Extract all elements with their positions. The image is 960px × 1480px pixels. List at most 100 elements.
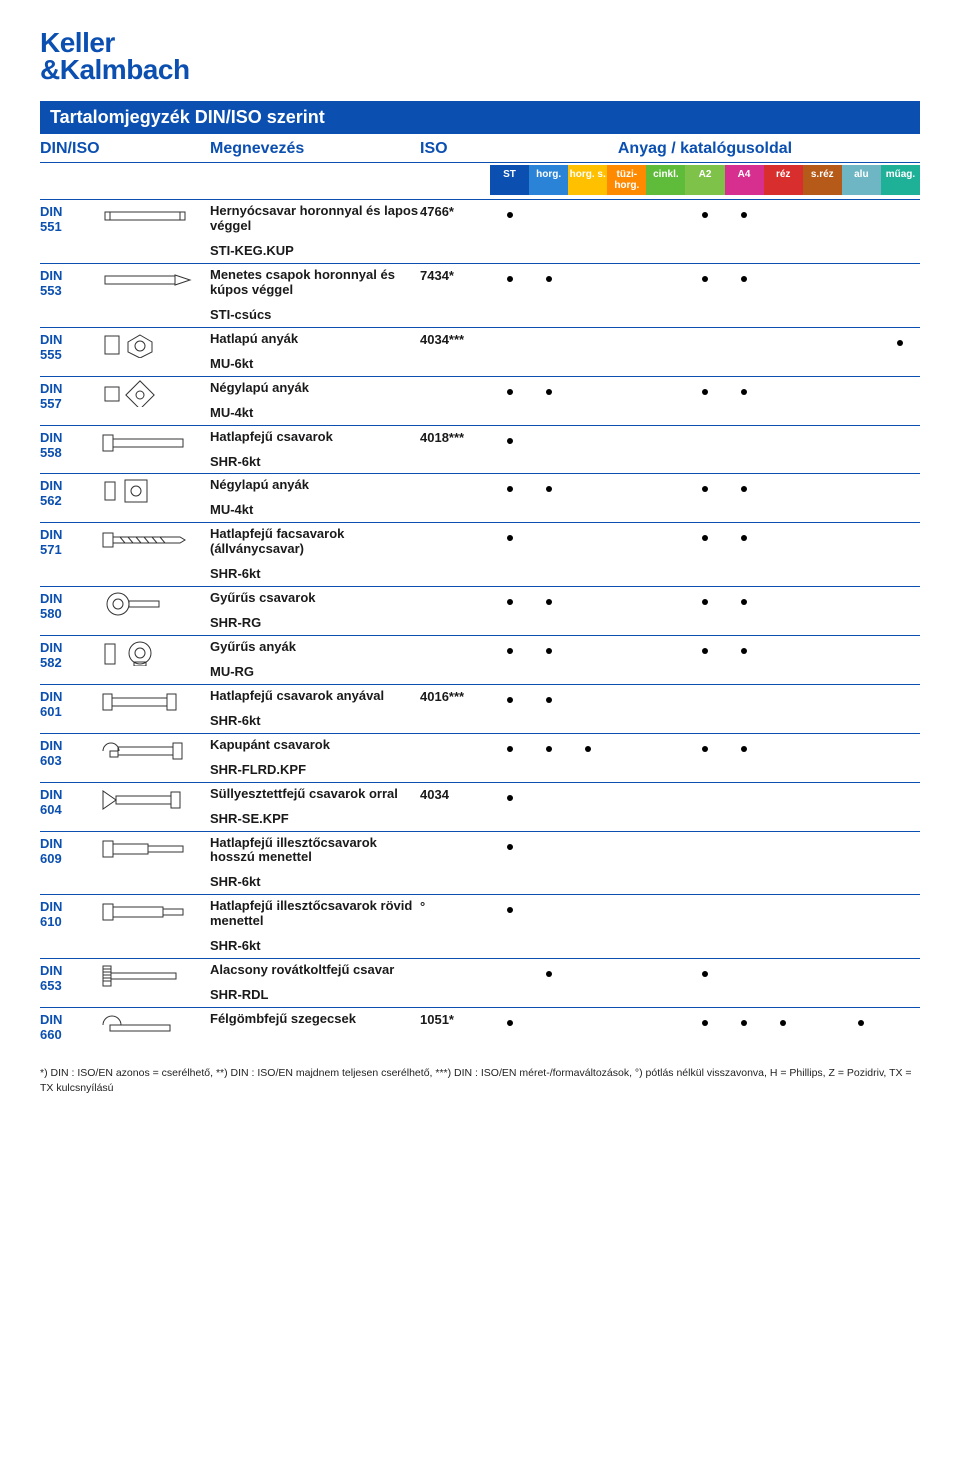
din-code: DIN660 bbox=[40, 1008, 100, 1047]
part-icon bbox=[100, 425, 210, 474]
material-dots bbox=[490, 638, 920, 654]
part-icon bbox=[100, 1008, 210, 1047]
header-iso: ISO bbox=[420, 140, 490, 158]
part-code: SHR-FLRD.KPF bbox=[210, 763, 420, 778]
part-code: SHR-6kt bbox=[210, 939, 420, 954]
table-row: DIN553Menetes csapok horonnyal és kúpos … bbox=[40, 264, 920, 328]
material-dot bbox=[702, 1020, 708, 1026]
part-icon bbox=[100, 327, 210, 376]
material-dot bbox=[702, 648, 708, 654]
part-name: Kapupánt csavarokSHR-FLRD.KPF bbox=[210, 733, 420, 782]
material-dots bbox=[490, 1010, 920, 1026]
material-dot bbox=[507, 795, 513, 801]
material-label: s.réz bbox=[803, 165, 842, 195]
material-label: alu bbox=[842, 165, 881, 195]
table-row: DIN571Hatlapfejű facsavarok (állványcsav… bbox=[40, 523, 920, 587]
logo-line1: Keller bbox=[40, 30, 920, 57]
part-icon bbox=[100, 376, 210, 425]
din-code: DIN562 bbox=[40, 474, 100, 523]
iso-code: 4034 bbox=[420, 782, 490, 831]
din-code: DIN603 bbox=[40, 733, 100, 782]
material-dot bbox=[507, 907, 513, 913]
part-name: Hatlapfejű csavarok anyávalSHR-6kt bbox=[210, 684, 420, 733]
table-row: DIN653 Alacsony rovátkoltfejű csavarSHR-R… bbox=[40, 959, 920, 1008]
material-dots bbox=[490, 687, 920, 703]
material-dots bbox=[490, 897, 920, 913]
part-icon bbox=[100, 959, 210, 1008]
part-name: Gyűrűs anyákMU-RG bbox=[210, 636, 420, 685]
part-icon bbox=[100, 264, 210, 328]
part-code: SHR-6kt bbox=[210, 567, 420, 582]
material-dot bbox=[507, 535, 513, 541]
table-row: DIN610Hatlapfejű illesztőcsavarok rövid … bbox=[40, 895, 920, 959]
material-dots bbox=[490, 736, 920, 752]
material-dot bbox=[546, 276, 552, 282]
iso-code: ° bbox=[420, 895, 490, 959]
part-code: MU-6kt bbox=[210, 357, 420, 372]
din-code: DIN557 bbox=[40, 376, 100, 425]
material-dot bbox=[702, 746, 708, 752]
part-icon bbox=[100, 474, 210, 523]
material-dot bbox=[546, 599, 552, 605]
part-name: Hatlapfejű illesztőcsavarok hosszú menet… bbox=[210, 831, 420, 895]
footnote: *) DIN : ISO/EN azonos = cserélhető, **)… bbox=[40, 1066, 920, 1095]
material-dot bbox=[507, 697, 513, 703]
material-dot bbox=[507, 486, 513, 492]
material-dot bbox=[507, 389, 513, 395]
iso-code: 4034*** bbox=[420, 327, 490, 376]
part-code: STI-csúcs bbox=[210, 308, 420, 323]
column-headers: DIN/ISO Megnevezés ISO Anyag / katalógus… bbox=[40, 140, 920, 162]
din-code: DIN601 bbox=[40, 684, 100, 733]
part-code: SHR-6kt bbox=[210, 714, 420, 729]
iso-code bbox=[420, 474, 490, 523]
company-logo: Keller &Kalmbach bbox=[40, 30, 920, 83]
material-label: tüzi-horg. bbox=[607, 165, 646, 195]
din-code: DIN571 bbox=[40, 523, 100, 587]
din-code: DIN558 bbox=[40, 425, 100, 474]
material-dots bbox=[490, 834, 920, 850]
material-dot bbox=[702, 276, 708, 282]
material-dots bbox=[490, 589, 920, 605]
page-title: Tartalomjegyzék DIN/ISO szerint bbox=[40, 101, 920, 134]
material-dot bbox=[507, 648, 513, 654]
material-dot bbox=[546, 648, 552, 654]
part-code: SHR-RG bbox=[210, 616, 420, 631]
table-row: DIN551Hernyócsavar horonnyal és lapos vé… bbox=[40, 200, 920, 264]
table-row: DIN609 Hatlapfejű illesztőcsavarok hosszú… bbox=[40, 831, 920, 895]
din-code: DIN609 bbox=[40, 831, 100, 895]
material-dot bbox=[585, 746, 591, 752]
header-din: DIN/ISO bbox=[40, 140, 210, 158]
table-row: DIN582Gyűrűs anyákMU-RG bbox=[40, 636, 920, 685]
part-icon bbox=[100, 587, 210, 636]
part-name: Hernyócsavar horonnyal és lapos véggelST… bbox=[210, 200, 420, 264]
material-dot bbox=[507, 212, 513, 218]
material-label: ST bbox=[490, 165, 529, 195]
din-code: DIN653 bbox=[40, 959, 100, 1008]
material-dot bbox=[507, 276, 513, 282]
material-dot bbox=[702, 971, 708, 977]
material-dots bbox=[490, 202, 920, 218]
part-code: MU-RG bbox=[210, 665, 420, 680]
part-name: Alacsony rovátkoltfejű csavarSHR-RDL bbox=[210, 959, 420, 1008]
material-dot bbox=[741, 535, 747, 541]
table-row: DIN580Gyűrűs csavarokSHR-RG bbox=[40, 587, 920, 636]
material-dots bbox=[490, 476, 920, 492]
material-dot bbox=[858, 1020, 864, 1026]
material-dot bbox=[741, 1020, 747, 1026]
material-dot bbox=[780, 1020, 786, 1026]
table-row: DIN604Süllyesztettfejű csavarok orralSHR… bbox=[40, 782, 920, 831]
part-icon bbox=[100, 733, 210, 782]
table-row: DIN660Félgömbfejű szegecsek1051* bbox=[40, 1008, 920, 1047]
material-dot bbox=[546, 389, 552, 395]
iso-code bbox=[420, 831, 490, 895]
material-dot bbox=[546, 746, 552, 752]
part-code: MU-4kt bbox=[210, 503, 420, 518]
material-dot bbox=[507, 844, 513, 850]
part-name: Hatlapú anyákMU-6kt bbox=[210, 327, 420, 376]
iso-code bbox=[420, 733, 490, 782]
catalog-table: SThorg.horg. s.tüzi-horg.cinkl.A2A4rézs.… bbox=[40, 162, 920, 1046]
material-dots bbox=[490, 379, 920, 395]
table-row: DIN557Négylapú anyákMU-4kt bbox=[40, 376, 920, 425]
din-code: DIN580 bbox=[40, 587, 100, 636]
header-name: Megnevezés bbox=[210, 140, 420, 158]
